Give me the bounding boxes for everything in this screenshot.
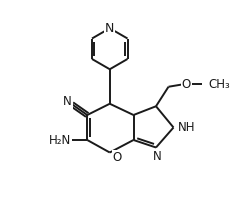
- Text: O: O: [113, 150, 122, 163]
- Text: O: O: [182, 78, 191, 91]
- Text: NH: NH: [178, 121, 195, 134]
- Text: N: N: [63, 95, 72, 108]
- Text: H₂N: H₂N: [49, 134, 71, 147]
- Text: N: N: [105, 22, 114, 35]
- Text: N: N: [153, 150, 162, 163]
- Text: CH₃: CH₃: [208, 78, 230, 91]
